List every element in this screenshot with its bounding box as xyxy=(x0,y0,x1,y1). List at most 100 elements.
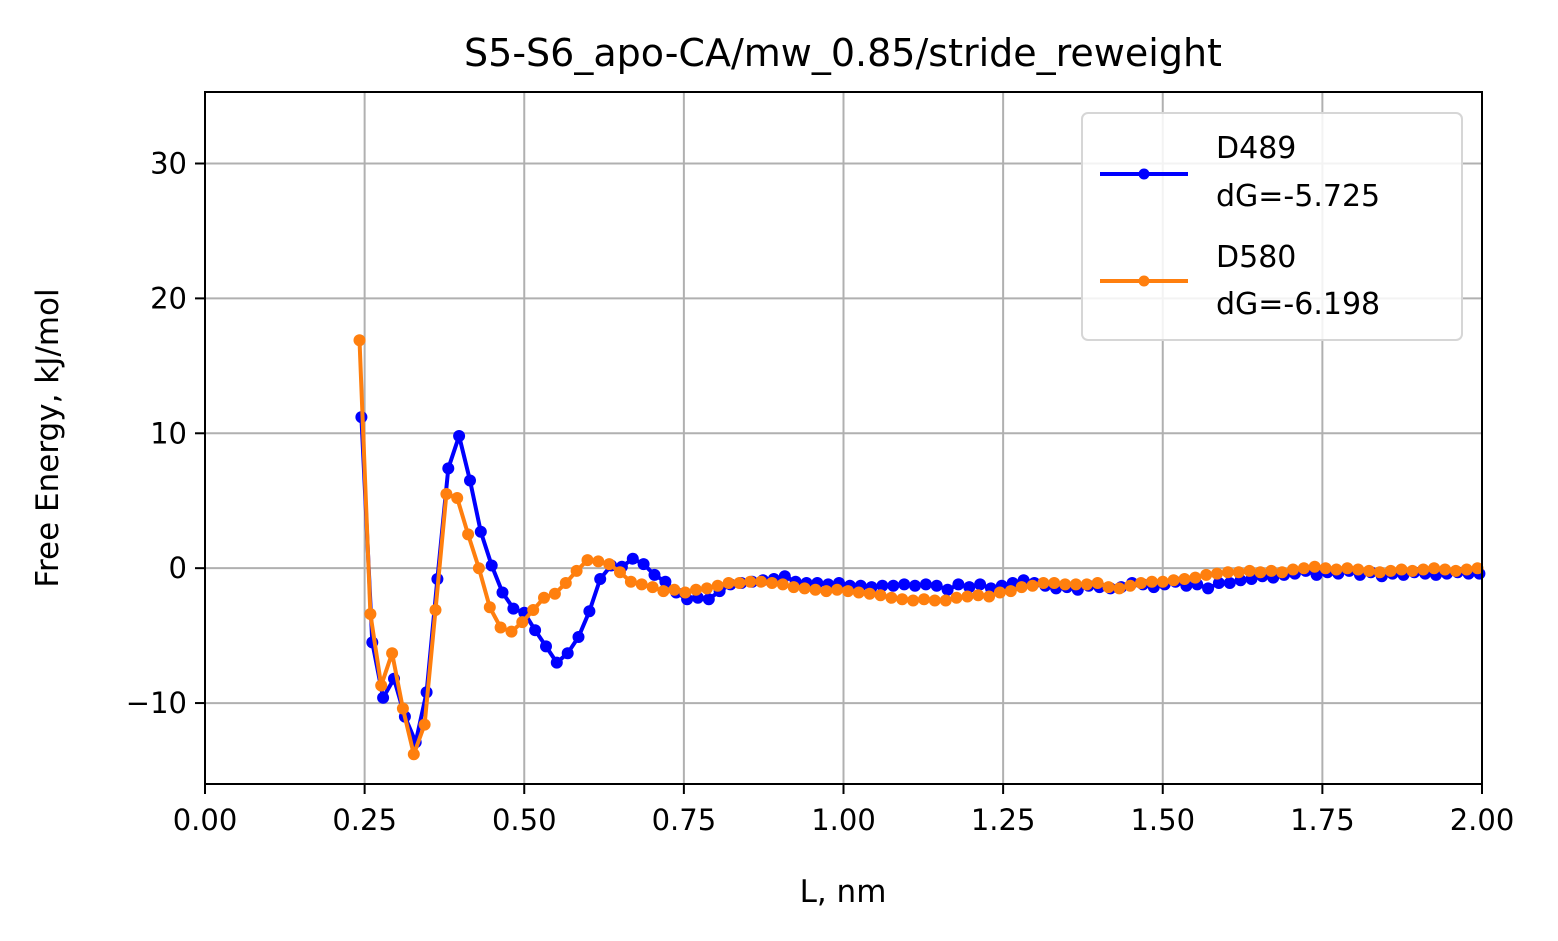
data-point-d580 xyxy=(1308,560,1321,573)
data-point-d489 xyxy=(1202,582,1215,595)
data-point-d580 xyxy=(603,558,616,571)
data-point-d580 xyxy=(1297,562,1310,575)
data-point-d580 xyxy=(624,575,637,588)
data-point-d580 xyxy=(418,718,431,731)
data-point-d580 xyxy=(1102,581,1115,594)
data-point-d580 xyxy=(1449,564,1462,577)
x-tick-label: 0.00 xyxy=(173,803,238,837)
data-point-d580 xyxy=(993,586,1006,599)
data-point-d580 xyxy=(1373,566,1386,579)
data-point-d580 xyxy=(1124,579,1137,592)
data-point-d580 xyxy=(939,594,952,607)
data-point-d489 xyxy=(474,525,487,538)
data-point-d580 xyxy=(1417,563,1430,576)
data-point-d580 xyxy=(1254,566,1267,579)
data-point-d580 xyxy=(700,582,713,595)
axis-ticks: 0.00 0.25 0.50 0.75 1.00 1.25 1.50 1.75 2.00 −10 0… xyxy=(126,146,1514,837)
data-point-d580 xyxy=(1211,567,1223,580)
data-point-d580 xyxy=(396,702,409,715)
data-point-d489 xyxy=(453,430,466,442)
data-point-d489 xyxy=(930,579,943,592)
data-point-d580 xyxy=(928,594,941,607)
data-point-d580 xyxy=(1439,563,1451,576)
data-point-d580 xyxy=(538,591,550,604)
data-point-d489 xyxy=(377,691,390,704)
data-point-d580 xyxy=(679,586,692,599)
data-point-d580 xyxy=(690,583,702,596)
x-tick-label: 1.50 xyxy=(1130,803,1195,837)
data-point-d580 xyxy=(1015,581,1028,594)
data-point-d489 xyxy=(952,578,965,591)
data-point-d580 xyxy=(646,581,659,594)
y-tick-label: 30 xyxy=(150,146,187,180)
data-point-d580 xyxy=(559,577,572,589)
data-point-d580 xyxy=(820,585,833,598)
data-point-d489 xyxy=(909,579,921,592)
data-point-d580 xyxy=(668,583,681,596)
data-point-d489 xyxy=(594,573,607,585)
data-point-d580 xyxy=(972,589,985,602)
data-point-d580 xyxy=(842,585,854,598)
data-point-d489 xyxy=(637,558,650,571)
data-point-d580 xyxy=(635,578,648,591)
plot-area xyxy=(353,334,1486,761)
legend-label-d580-line1: D580 xyxy=(1216,240,1296,275)
data-point-d580 xyxy=(614,566,626,579)
data-point-d580 xyxy=(1091,577,1104,589)
data-point-d580 xyxy=(581,554,594,567)
data-point-d580 xyxy=(1167,574,1180,587)
data-point-d580 xyxy=(831,583,844,596)
data-point-d489 xyxy=(583,605,596,618)
data-point-d580 xyxy=(527,604,540,616)
data-point-d489 xyxy=(529,624,542,637)
data-point-d580 xyxy=(885,591,898,604)
y-tick-label: 20 xyxy=(150,281,187,315)
data-point-d580 xyxy=(1243,564,1256,577)
data-point-d580 xyxy=(375,679,388,692)
data-point-d580 xyxy=(896,593,909,606)
x-tick-label: 1.25 xyxy=(971,803,1036,837)
data-point-d489 xyxy=(659,575,672,588)
data-point-d489 xyxy=(485,559,498,572)
data-point-d580 xyxy=(1178,573,1191,585)
data-point-d580 xyxy=(1232,566,1245,579)
data-point-d580 xyxy=(516,616,529,629)
data-point-d580 xyxy=(353,334,366,347)
data-point-d580 xyxy=(1363,564,1375,577)
data-point-d489 xyxy=(561,647,574,660)
data-point-d580 xyxy=(766,577,778,589)
data-point-d489 xyxy=(963,581,976,594)
legend-marker-d489 xyxy=(1138,168,1150,180)
data-point-d580 xyxy=(386,647,399,660)
data-point-d580 xyxy=(1080,578,1093,591)
data-point-d489 xyxy=(887,579,900,592)
legend-label-d489-line2: dG=-5.725 xyxy=(1216,179,1380,214)
data-point-d580 xyxy=(440,488,453,500)
data-point-d489 xyxy=(702,593,715,606)
data-point-d580 xyxy=(755,575,768,588)
x-axis-label: L, nm xyxy=(800,874,887,910)
y-tick-label: 0 xyxy=(169,551,187,585)
y-axis-label: Free Energy, kJ/mol xyxy=(30,288,66,587)
data-point-d580 xyxy=(1189,571,1202,584)
x-tick-label: 0.75 xyxy=(652,803,717,837)
data-point-d489 xyxy=(496,586,509,599)
data-point-d580 xyxy=(798,582,811,595)
data-point-d489 xyxy=(626,552,639,565)
data-point-d580 xyxy=(863,587,876,600)
data-point-d580 xyxy=(1352,563,1365,576)
data-point-d489 xyxy=(550,656,563,669)
data-point-d580 xyxy=(907,594,920,607)
data-point-d580 xyxy=(451,492,464,504)
data-point-d580 xyxy=(462,528,475,541)
legend-marker-d580 xyxy=(1138,275,1150,287)
data-point-d580 xyxy=(983,590,996,603)
data-point-d580 xyxy=(711,579,724,592)
data-point-d580 xyxy=(505,625,518,638)
x-tick-label: 0.50 xyxy=(492,803,557,837)
data-point-d580 xyxy=(1384,564,1397,577)
data-point-d580 xyxy=(852,586,865,599)
data-point-d580 xyxy=(429,604,442,616)
data-point-d489 xyxy=(974,578,987,591)
chart-title: S5-S6_apo-CA/mw_0.85/stride_reweight xyxy=(464,31,1222,75)
